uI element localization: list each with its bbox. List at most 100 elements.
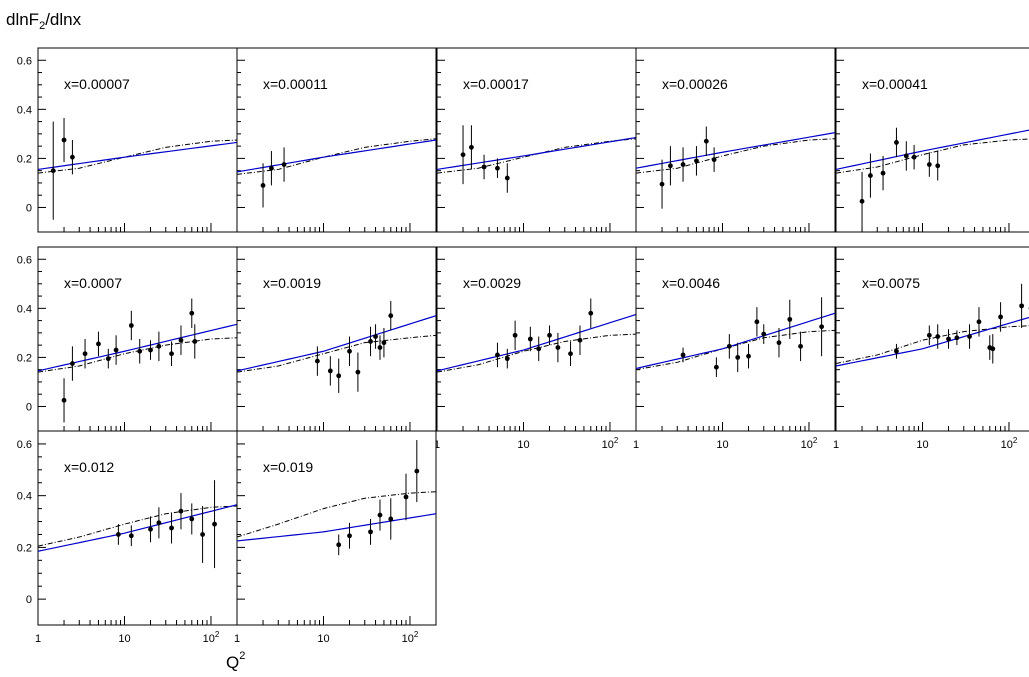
y-tick-label: 0.4 bbox=[17, 491, 32, 503]
blue-curve bbox=[636, 312, 835, 370]
panel-2: x=0.00011 bbox=[236, 47, 437, 233]
data-point bbox=[148, 526, 153, 532]
data-point bbox=[212, 521, 217, 527]
x-tick-label: 10 bbox=[118, 633, 130, 645]
panel-label: x=0.0007 bbox=[64, 275, 122, 291]
data-point bbox=[169, 525, 174, 531]
panel-frame bbox=[436, 47, 637, 233]
data-point bbox=[894, 348, 899, 354]
data-point bbox=[336, 542, 342, 548]
panel-7: x=0.0019 bbox=[236, 246, 437, 432]
data-point bbox=[137, 348, 143, 354]
data-point bbox=[967, 334, 972, 339]
blue-curve bbox=[38, 504, 237, 552]
data-point bbox=[70, 154, 75, 160]
data-point bbox=[495, 165, 500, 171]
panel-frame bbox=[835, 47, 1029, 233]
data-point bbox=[776, 340, 782, 346]
data-point bbox=[577, 337, 583, 343]
panel-frame bbox=[835, 246, 1029, 432]
blue-curve bbox=[38, 323, 237, 372]
data-point bbox=[336, 373, 342, 379]
data-point bbox=[70, 361, 75, 366]
dashdot-curve bbox=[636, 329, 835, 371]
data-point bbox=[935, 163, 941, 169]
y-tick-label: 0.2 bbox=[17, 542, 32, 554]
x-tick-label: 102 bbox=[1001, 436, 1018, 451]
data-point bbox=[536, 346, 542, 352]
panel-label: x=0.012 bbox=[64, 459, 114, 475]
data-point bbox=[726, 343, 732, 349]
data-point bbox=[976, 319, 982, 325]
panel-frame bbox=[37, 47, 238, 233]
data-point bbox=[381, 340, 387, 346]
data-point bbox=[82, 351, 88, 357]
blue-curve bbox=[836, 129, 1029, 171]
data-point bbox=[260, 182, 266, 188]
blue-curve bbox=[237, 315, 436, 372]
data-point bbox=[327, 368, 333, 374]
data-point bbox=[495, 352, 500, 358]
panel-grid: 0 0.2 0.4 0.6 x=0.00007 x=0.00011 x=0.00017 x=0… bbox=[17, 47, 1029, 645]
x-tick-label: 1 bbox=[35, 633, 41, 645]
y-tick-label: 0 bbox=[26, 594, 32, 606]
panel-label: x=0.00041 bbox=[862, 76, 928, 92]
x-tick-label: 102 bbox=[801, 436, 818, 451]
data-point bbox=[368, 529, 373, 535]
blue-curve bbox=[836, 316, 1029, 367]
data-point bbox=[192, 339, 198, 344]
data-point bbox=[373, 334, 378, 339]
panel-frame bbox=[236, 47, 437, 233]
x-tick-label: 102 bbox=[602, 436, 619, 451]
data-point bbox=[868, 173, 873, 178]
panel-1: 0 0.2 0.4 0.6 x=0.00007 bbox=[17, 47, 238, 233]
data-point bbox=[798, 343, 803, 349]
blue-curve bbox=[437, 313, 636, 372]
data-point bbox=[388, 516, 394, 522]
data-point bbox=[703, 138, 709, 144]
x-tick-label: 10 bbox=[317, 633, 329, 645]
data-point bbox=[819, 324, 825, 330]
data-point bbox=[189, 310, 195, 316]
data-point bbox=[403, 494, 409, 500]
data-point bbox=[178, 508, 184, 514]
data-point bbox=[894, 140, 899, 145]
x-tick-label: 10 bbox=[716, 439, 728, 451]
y-tick-label: 0.4 bbox=[17, 104, 32, 116]
data-point bbox=[128, 323, 134, 328]
panel-12: 1 10 102 x=0.019 bbox=[234, 430, 437, 645]
x-tick-label: 102 bbox=[402, 630, 419, 645]
data-point bbox=[926, 162, 932, 167]
data-point bbox=[105, 356, 111, 362]
blue-curve bbox=[636, 132, 835, 169]
data-point bbox=[547, 332, 552, 338]
y-tick-label: 0.4 bbox=[17, 303, 32, 315]
y-axis-title: dlnF2/dlnx bbox=[6, 10, 82, 32]
panel-label: x=0.019 bbox=[263, 459, 313, 475]
data-point bbox=[377, 512, 383, 518]
panel-label: x=0.0029 bbox=[463, 275, 521, 291]
data-point bbox=[355, 369, 361, 375]
data-point bbox=[911, 154, 917, 160]
panel-frame bbox=[635, 246, 836, 432]
blue-curve bbox=[237, 139, 436, 173]
data-point bbox=[128, 533, 134, 539]
panel-frame bbox=[436, 246, 637, 432]
x-axis-title: Q2 bbox=[226, 650, 245, 672]
data-point bbox=[787, 316, 793, 322]
data-point bbox=[903, 153, 909, 159]
x-tick-label: 1 bbox=[434, 439, 440, 451]
data-point bbox=[377, 345, 383, 350]
data-point bbox=[711, 157, 717, 163]
panel-3: x=0.00017 bbox=[436, 47, 637, 233]
data-point bbox=[281, 162, 287, 167]
data-point bbox=[761, 331, 767, 337]
data-point bbox=[189, 516, 195, 522]
x-tick-label: 1 bbox=[633, 439, 639, 451]
x-tick-label: 10 bbox=[517, 439, 529, 451]
data-point bbox=[588, 310, 594, 316]
data-point bbox=[754, 319, 760, 325]
x-tick-label: 1 bbox=[833, 439, 839, 451]
x-tick-label: 102 bbox=[203, 630, 220, 645]
